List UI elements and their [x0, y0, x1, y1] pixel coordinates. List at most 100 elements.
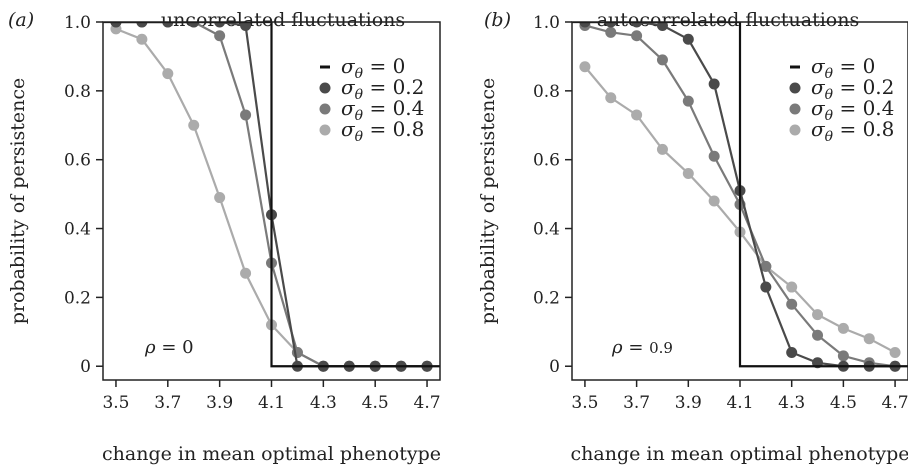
- data-point: [214, 192, 226, 204]
- x-tick-label: 3.7: [154, 393, 181, 413]
- data-point: [631, 22, 643, 28]
- plot-area: [103, 22, 440, 372]
- legend-marker: [319, 82, 331, 94]
- legend-label: σθ = 0: [811, 54, 875, 82]
- step-line: [572, 22, 908, 368]
- data-point: [889, 346, 901, 358]
- data-point: [786, 346, 798, 358]
- data-point: [760, 260, 772, 272]
- y-tick-label: 1.0: [533, 13, 560, 33]
- chart-title: autocorrelated fluctuations: [597, 9, 860, 31]
- chart-title: uncorrelated fluctuations: [161, 9, 405, 31]
- x-tick-label: 4.1: [726, 393, 753, 413]
- x-axis-label: change in mean optimal phenotype: [102, 443, 441, 465]
- legend: σθ = 0σθ = 0.2σθ = 0.4σθ = 0.8: [789, 54, 894, 145]
- data-point: [136, 22, 148, 28]
- y-tick-label: 0.2: [64, 288, 91, 308]
- plot-frame: [102, 21, 441, 381]
- data-point: [656, 22, 668, 31]
- data-point: [579, 22, 591, 28]
- data-point: [708, 195, 720, 207]
- legend-label: σθ = 0.4: [811, 96, 894, 124]
- panel-label: (a): [8, 9, 34, 31]
- data-point: [682, 33, 694, 45]
- data-point: [708, 150, 720, 162]
- data-point: [786, 298, 798, 310]
- x-axis-label: change in mean optimal phenotype: [571, 443, 908, 465]
- y-tick-label: 1.0: [64, 13, 91, 33]
- x-tick-label: 3.7: [623, 393, 650, 413]
- y-tick-label: 0: [80, 357, 91, 377]
- legend-label: σθ = 0.2: [341, 75, 424, 103]
- legend-label: σθ = 0.2: [811, 75, 894, 103]
- data-point: [188, 119, 200, 131]
- y-axis-label: probability of persistence: [7, 78, 29, 325]
- legend-label: σθ = 0.4: [341, 96, 424, 124]
- step-line: [103, 22, 440, 368]
- x-tick-label: 4.5: [830, 393, 857, 413]
- data-point: [656, 143, 668, 155]
- data-point: [605, 26, 617, 38]
- data-point: [837, 322, 849, 334]
- panel-label: (b): [484, 9, 511, 31]
- y-tick-label: 0.6: [64, 151, 91, 171]
- legend-marker: [319, 124, 331, 136]
- data-point: [162, 68, 174, 80]
- data-point: [682, 95, 694, 107]
- data-point: [605, 92, 617, 104]
- data-point: [240, 109, 252, 121]
- x-tick-label: 4.3: [778, 393, 805, 413]
- data-point: [837, 350, 849, 362]
- legend-marker: [789, 124, 801, 136]
- data-point: [682, 167, 694, 179]
- data-point: [214, 22, 226, 28]
- x-tick-label: 4.7: [414, 393, 441, 413]
- x-tick-label: 4.1: [258, 393, 285, 413]
- data-point: [136, 33, 148, 45]
- data-point: [240, 22, 252, 31]
- data-point: [812, 309, 824, 321]
- plot-frame: [571, 21, 908, 381]
- data-point: [240, 267, 252, 279]
- legend-marker: [789, 103, 801, 115]
- y-axis-label: probability of persistence: [477, 78, 499, 325]
- y-tick-label: 0.4: [533, 220, 560, 240]
- data-point: [786, 281, 798, 293]
- x-tick-label: 4.3: [310, 393, 337, 413]
- rho-annotation: ρ = 0.9: [611, 337, 673, 358]
- data-point: [188, 22, 200, 28]
- y-tick-label: 0.8: [64, 82, 91, 102]
- data-point: [760, 281, 772, 293]
- y-tick-label: 0: [549, 357, 560, 377]
- legend-label: σθ = 0.8: [811, 117, 894, 145]
- data-point: [162, 22, 174, 28]
- chart-panel-a: (a) uncorrelated fluctuations 0 0.2 0.4 0.6 0.…: [7, 9, 441, 465]
- data-point: [631, 109, 643, 121]
- data-point: [579, 61, 591, 73]
- data-point: [631, 30, 643, 42]
- chart-panel-b: (b) autocorrelated fluctuations 0 0.2 0.4 0.6…: [477, 9, 908, 465]
- y-tick-label: 0.2: [533, 288, 560, 308]
- legend: σθ = 0σθ = 0.2σθ = 0.4σθ = 0.8: [319, 54, 424, 145]
- legend-label: σθ = 0.8: [341, 117, 424, 145]
- x-tick-label: 3.5: [571, 393, 598, 413]
- data-point: [656, 54, 668, 66]
- data-point: [708, 78, 720, 90]
- data-point: [110, 22, 122, 28]
- rho-annotation: ρ = 0: [144, 337, 194, 358]
- data-point: [214, 30, 226, 42]
- y-tick-label: 0.8: [533, 82, 560, 102]
- data-point: [863, 333, 875, 345]
- data-point: [605, 22, 617, 28]
- y-tick-label: 0.4: [64, 220, 91, 240]
- y-tick-label: 0.6: [533, 151, 560, 171]
- data-point: [812, 329, 824, 341]
- plot-area: [572, 22, 908, 372]
- x-tick-label: 4.5: [362, 393, 389, 413]
- legend-label: σθ = 0: [341, 54, 405, 82]
- legend-marker: [319, 103, 331, 115]
- x-tick-label: 3.9: [206, 393, 233, 413]
- x-tick-label: 3.9: [675, 393, 702, 413]
- legend-marker: [789, 82, 801, 94]
